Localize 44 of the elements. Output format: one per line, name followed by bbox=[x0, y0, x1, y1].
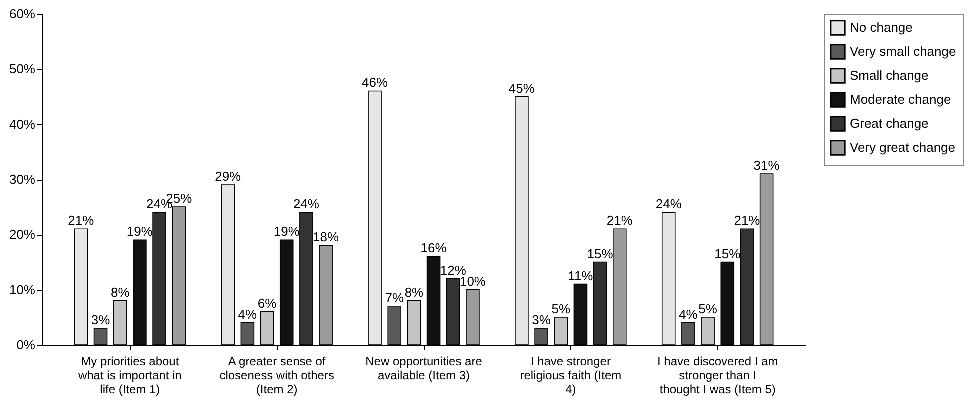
data-label: 21% bbox=[68, 213, 95, 228]
legend-label: Very small change bbox=[850, 44, 956, 59]
data-label: 5% bbox=[552, 301, 571, 316]
data-label: 3% bbox=[91, 312, 111, 328]
data-label: 4% bbox=[679, 306, 698, 322]
x-tick-label: New opportunities are available (Item 3) bbox=[366, 354, 483, 382]
legend-label: No change bbox=[850, 20, 913, 35]
data-label: 21% bbox=[734, 213, 761, 228]
data-label: 19% bbox=[274, 224, 300, 240]
data-label: 18% bbox=[313, 230, 340, 245]
data-label: 24% bbox=[293, 196, 320, 212]
data-label: 31% bbox=[754, 158, 780, 173]
y-tick-label: 30% bbox=[9, 172, 36, 187]
data-label: 11% bbox=[568, 268, 594, 284]
y-tick-label: 40% bbox=[9, 116, 36, 132]
data-label: 46% bbox=[362, 75, 388, 90]
y-tick-label: 0% bbox=[16, 338, 36, 352]
data-label: 6% bbox=[258, 296, 278, 311]
data-label: 19% bbox=[126, 224, 154, 240]
y-tick-label: 20% bbox=[9, 227, 36, 242]
data-label: 3% bbox=[532, 312, 552, 328]
y-tick-label: 50% bbox=[9, 62, 36, 77]
data-label: 45% bbox=[508, 80, 536, 96]
legend-label: Very great change bbox=[850, 140, 956, 155]
data-label: 15% bbox=[587, 246, 614, 262]
data-label: 24% bbox=[656, 196, 682, 212]
data-label: 29% bbox=[215, 169, 242, 184]
y-tick-label: 60% bbox=[9, 6, 36, 22]
data-label: 5% bbox=[698, 301, 718, 316]
data-label: 16% bbox=[420, 240, 448, 256]
data-label: 8% bbox=[110, 284, 130, 300]
x-tick-label: I have stronger religious faith (Item 4) bbox=[520, 354, 622, 396]
data-label: 8% bbox=[404, 284, 424, 300]
data-label: 7% bbox=[385, 290, 404, 306]
data-label: 4% bbox=[238, 306, 258, 322]
data-label: 21% bbox=[606, 213, 634, 228]
data-label: 15% bbox=[714, 246, 742, 262]
x-tick-label: My priorities about what is important in life (Item 1) bbox=[77, 354, 182, 396]
y-tick-label: 10% bbox=[9, 282, 36, 298]
x-tick-label: A greater sense of closeness with others (Item 2) bbox=[220, 354, 334, 396]
legend-label: Moderate change bbox=[850, 92, 952, 107]
x-tick-label: I have discovered I am stronger than I thought I was (Item 5) bbox=[657, 354, 778, 396]
legend-label: Great change bbox=[850, 116, 929, 131]
legend-label: Small change bbox=[850, 68, 929, 83]
